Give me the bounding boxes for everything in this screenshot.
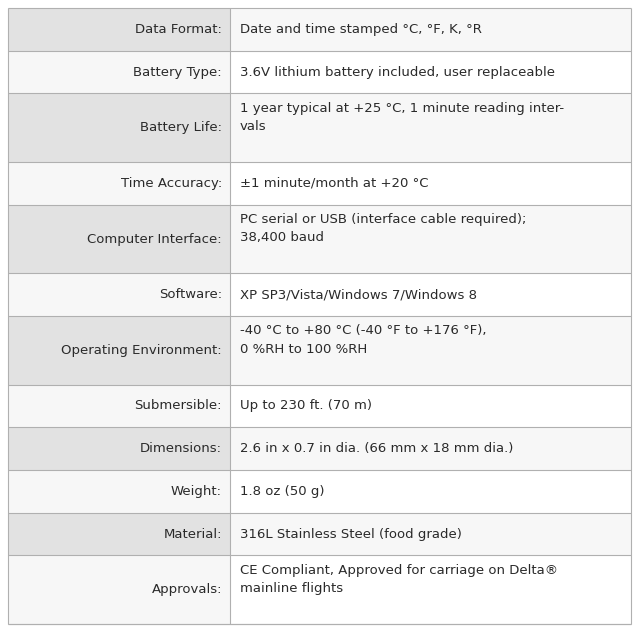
Bar — [230, 51, 631, 94]
Text: XP SP3/Vista/Windows 7/Windows 8: XP SP3/Vista/Windows 7/Windows 8 — [240, 288, 477, 301]
Text: Material:: Material: — [164, 528, 222, 540]
Bar — [230, 8, 631, 51]
Bar — [8, 51, 230, 94]
Bar — [8, 273, 230, 316]
Bar — [8, 8, 230, 51]
Text: Data Format:: Data Format: — [135, 23, 222, 36]
Bar — [230, 385, 631, 427]
Text: Up to 230 ft. (70 m): Up to 230 ft. (70 m) — [240, 399, 372, 413]
Bar — [230, 205, 631, 273]
Bar — [8, 385, 230, 427]
Text: 316L Stainless Steel (food grade): 316L Stainless Steel (food grade) — [240, 528, 462, 540]
Text: Weight:: Weight: — [171, 485, 222, 498]
Bar — [230, 556, 631, 624]
Text: Computer Interface:: Computer Interface: — [88, 233, 222, 245]
Text: 1.8 oz (50 g): 1.8 oz (50 g) — [240, 485, 325, 498]
Bar — [230, 316, 631, 385]
Text: Date and time stamped °C, °F, K, °R: Date and time stamped °C, °F, K, °R — [240, 23, 482, 36]
Text: 1 year typical at +25 °C, 1 minute reading inter-
vals: 1 year typical at +25 °C, 1 minute readi… — [240, 102, 564, 133]
Bar — [230, 470, 631, 513]
Bar — [230, 273, 631, 316]
Text: 2.6 in x 0.7 in dia. (66 mm x 18 mm dia.): 2.6 in x 0.7 in dia. (66 mm x 18 mm dia.… — [240, 442, 513, 455]
Text: Operating Environment:: Operating Environment: — [61, 344, 222, 357]
Bar — [8, 205, 230, 273]
Text: Battery Life:: Battery Life: — [140, 121, 222, 134]
Text: PC serial or USB (interface cable required);
38,400 baud: PC serial or USB (interface cable requir… — [240, 213, 527, 245]
Bar — [8, 162, 230, 205]
Text: ±1 minute/month at +20 °C: ±1 minute/month at +20 °C — [240, 177, 429, 190]
Bar — [8, 470, 230, 513]
Text: CE Compliant, Approved for carriage on Delta®
mainline flights: CE Compliant, Approved for carriage on D… — [240, 564, 558, 595]
Bar — [8, 513, 230, 556]
Bar — [230, 94, 631, 162]
Text: Software:: Software: — [159, 288, 222, 301]
Bar — [230, 162, 631, 205]
Bar — [8, 427, 230, 470]
Text: Approvals:: Approvals: — [151, 583, 222, 596]
Text: 3.6V lithium battery included, user replaceable: 3.6V lithium battery included, user repl… — [240, 66, 555, 78]
Bar — [8, 94, 230, 162]
Text: Time Accuracy:: Time Accuracy: — [121, 177, 222, 190]
Bar — [8, 316, 230, 385]
Text: -40 °C to +80 °C (-40 °F to +176 °F),
0 %RH to 100 %RH: -40 °C to +80 °C (-40 °F to +176 °F), 0 … — [240, 324, 486, 356]
Text: Submersible:: Submersible: — [134, 399, 222, 413]
Text: Battery Type:: Battery Type: — [134, 66, 222, 78]
Bar — [230, 513, 631, 556]
Bar — [230, 427, 631, 470]
Text: Dimensions:: Dimensions: — [140, 442, 222, 455]
Bar — [8, 556, 230, 624]
